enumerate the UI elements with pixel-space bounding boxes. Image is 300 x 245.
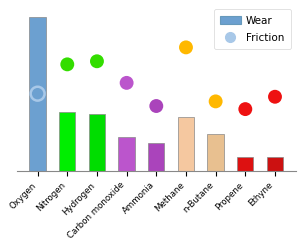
Bar xyxy=(267,157,283,171)
Point xyxy=(94,59,99,63)
Bar xyxy=(29,16,46,171)
Bar xyxy=(178,117,194,171)
Point xyxy=(65,62,70,66)
Bar xyxy=(148,143,164,171)
Point xyxy=(213,99,218,103)
Bar xyxy=(118,137,135,171)
Point xyxy=(184,45,188,49)
Point xyxy=(243,107,248,111)
Point xyxy=(273,95,278,99)
Point xyxy=(154,104,159,108)
Bar xyxy=(237,157,254,171)
Bar xyxy=(208,134,224,171)
Legend: Wear, Friction: Wear, Friction xyxy=(214,9,291,49)
Bar xyxy=(59,112,75,171)
Point xyxy=(35,92,40,96)
Point xyxy=(124,81,129,85)
Bar xyxy=(89,114,105,171)
